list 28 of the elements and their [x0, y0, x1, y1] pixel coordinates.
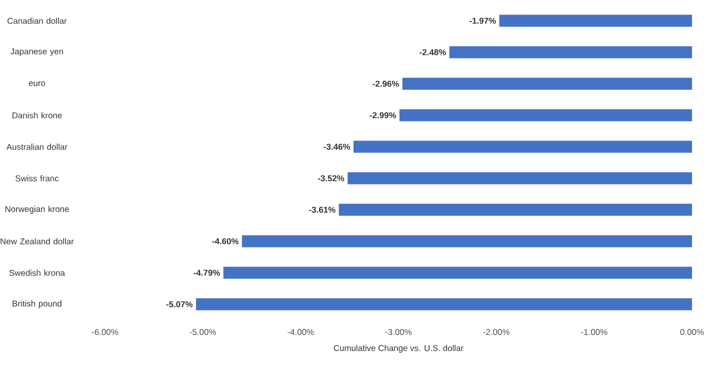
- y-tick-label: Swedish krona: [9, 270, 65, 276]
- data-label: -3.46%: [324, 144, 350, 150]
- y-tick-label: New Zealand dollar: [0, 238, 74, 244]
- data-label: -2.96%: [372, 80, 399, 87]
- x-axis-title: Cumulative Change vs. U.S. dollar: [334, 344, 464, 353]
- data-label: -1.97%: [470, 18, 496, 24]
- y-tick-label: Japanese yen: [10, 48, 64, 56]
- y-tick-label: euro: [28, 81, 46, 86]
- x-tick-label: -4.00%: [288, 329, 314, 336]
- y-tick-label: Swiss franc: [15, 175, 59, 182]
- x-tick-label: 0.00%: [680, 329, 704, 336]
- y-tick-label: Canadian dollar: [8, 18, 67, 24]
- data-label: -2.99%: [370, 112, 396, 118]
- data-label: -4.60%: [212, 238, 239, 244]
- data-label: -5.07%: [166, 301, 193, 308]
- x-tick-label: -3.00%: [385, 329, 412, 336]
- data-label: -4.79%: [194, 270, 220, 276]
- y-tick-label: Norwegian krone: [5, 206, 69, 214]
- data-label: -3.61%: [309, 206, 336, 213]
- y-tick-label: Australian dollar: [6, 144, 68, 150]
- x-tick-label: -1.00%: [581, 329, 608, 336]
- data-label: -2.48%: [420, 49, 446, 56]
- x-tick-label: -6.00%: [92, 329, 118, 336]
- x-tick-label: -2.00%: [483, 329, 510, 336]
- x-tick-label: -5.00%: [190, 329, 216, 336]
- y-tick-label: British pound: [12, 300, 62, 308]
- data-label: -3.52%: [318, 175, 344, 182]
- y-tick-label: Danish krone: [12, 112, 62, 118]
